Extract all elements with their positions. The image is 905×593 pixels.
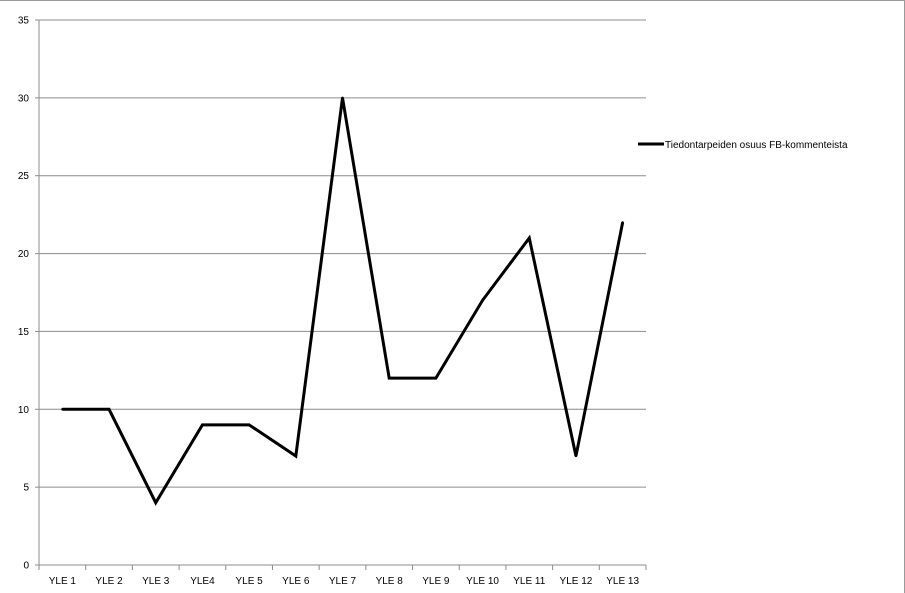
y-tick-label: 35	[18, 16, 30, 27]
legend: Tiedontarpeiden osuus FB-kommenteista	[638, 140, 848, 151]
x-tick-label: YLE 6	[282, 576, 310, 587]
x-tick-label: YLE 1	[49, 576, 77, 587]
data-point	[528, 236, 531, 240]
y-tick-label: 5	[23, 483, 29, 494]
data-point	[481, 299, 484, 302]
data-point	[621, 221, 624, 224]
x-tick-label: YLE 9	[422, 576, 450, 587]
series-line	[62, 97, 625, 506]
y-tick-label: 25	[18, 171, 30, 182]
data-point	[434, 376, 438, 380]
data-point	[574, 454, 578, 458]
x-tick-label: YLE 3	[142, 576, 170, 587]
data-point	[341, 96, 344, 100]
x-tick-label: YLE 7	[329, 576, 357, 587]
y-tick-label: 10	[18, 405, 30, 416]
x-axis-tick-labels: YLE 1 YLE 2 YLE 3 YLE4 YLE 5 YLE 6 YLE 7 YLE 8 Y…	[49, 576, 640, 587]
y-tick-label: 30	[18, 93, 30, 104]
data-point	[387, 376, 391, 380]
y-tick-label: 0	[23, 561, 29, 572]
x-tick-label: YLE 11	[513, 576, 545, 587]
data-point	[154, 501, 157, 504]
gridlines	[39, 19, 646, 488]
data-point	[107, 408, 111, 411]
legend-label: Tiedontarpeiden osuus FB-kommenteista	[665, 140, 848, 151]
x-tick-label: YLE 12	[560, 576, 593, 587]
y-tick-label: 15	[18, 327, 30, 338]
data-point	[294, 454, 298, 458]
x-tick-label: YLE 5	[235, 576, 263, 587]
x-tick-label: YLE 8	[376, 576, 404, 587]
data-point	[61, 408, 64, 411]
x-tick-label: YLE 2	[95, 576, 123, 587]
x-tick-label: YLE 13	[606, 576, 639, 587]
y-tick-label: 20	[18, 249, 30, 260]
x-tick-label: YLE 10	[466, 576, 499, 587]
y-axis-tick-labels: 0 5 10 15 20 25 30 35	[18, 16, 30, 572]
x-tick-label: YLE4	[190, 576, 215, 587]
data-point	[247, 423, 251, 427]
series-layer	[61, 96, 625, 506]
axes	[35, 19, 647, 570]
data-point	[201, 423, 204, 427]
